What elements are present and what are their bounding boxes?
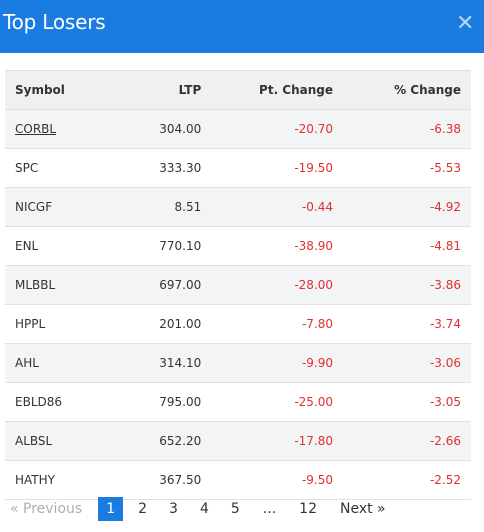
- page-5-button[interactable]: 5: [230, 501, 240, 517]
- ltp-cell: 201.00: [122, 304, 202, 344]
- pt-change-cell: -28.00: [201, 265, 334, 305]
- symbol-link[interactable]: HPPL: [15, 317, 46, 331]
- pct-change-cell: -4.81: [333, 226, 471, 266]
- ltp-cell: 304.00: [122, 109, 202, 149]
- table-row: AHL 314.10 -9.90 -3.06: [5, 343, 471, 383]
- symbol-link[interactable]: NICGF: [15, 200, 53, 214]
- pct-change-cell: -3.86: [333, 265, 471, 305]
- symbol-link[interactable]: ENL: [15, 239, 39, 253]
- top-losers-table: Symbol LTP Pt. Change % Change CORBL 304…: [5, 70, 471, 500]
- page-12-button[interactable]: 12: [299, 501, 317, 517]
- symbol-cell: AHL: [5, 343, 123, 383]
- pt-change-cell: -7.80: [201, 304, 334, 344]
- table-row: HPPL 201.00 -7.80 -3.74: [5, 304, 471, 344]
- table-row: ENL 770.10 -38.90 -4.81: [5, 226, 471, 266]
- column-header-symbol[interactable]: Symbol: [5, 70, 123, 110]
- ltp-cell: 795.00: [122, 382, 202, 422]
- pct-change-cell: -2.52: [333, 460, 471, 500]
- pct-change-cell: -3.06: [333, 343, 471, 383]
- symbol-link[interactable]: SPC: [15, 161, 39, 175]
- symbol-cell: ENL: [5, 226, 123, 266]
- page-2-button[interactable]: 2: [138, 501, 148, 517]
- pt-change-cell: -17.80: [201, 421, 334, 461]
- table-header-row: Symbol LTP Pt. Change % Change: [5, 70, 471, 110]
- symbol-link[interactable]: EBLD86: [15, 395, 63, 409]
- ltp-cell: 8.51: [122, 187, 202, 227]
- ltp-cell: 652.20: [122, 421, 202, 461]
- ltp-cell: 697.00: [122, 265, 202, 305]
- pt-change-cell: -38.90: [201, 226, 334, 266]
- column-header-pt-change[interactable]: Pt. Change: [201, 70, 334, 110]
- table-row: HATHY 367.50 -9.50 -2.52: [5, 460, 471, 500]
- symbol-link[interactable]: HATHY: [15, 473, 55, 487]
- table-row: MLBBL 697.00 -28.00 -3.86: [5, 265, 471, 305]
- ltp-cell: 333.30: [122, 148, 202, 188]
- symbol-cell: CORBL: [5, 109, 123, 149]
- ltp-cell: 770.10: [122, 226, 202, 266]
- symbol-cell: NICGF: [5, 187, 123, 227]
- pt-change-cell: -0.44: [201, 187, 334, 227]
- modal-header: Top Losers ✕: [0, 0, 484, 53]
- pagination-ellipsis: ...: [262, 501, 277, 517]
- symbol-cell: HATHY: [5, 460, 123, 500]
- page-3-button[interactable]: 3: [169, 501, 178, 517]
- previous-page-button[interactable]: « Previous: [10, 501, 83, 517]
- symbol-link[interactable]: ALBSL: [15, 434, 53, 448]
- table-row: SPC 333.30 -19.50 -5.53: [5, 148, 471, 188]
- symbol-link[interactable]: CORBL: [15, 122, 57, 136]
- modal-title: Top Losers: [3, 10, 106, 34]
- pt-change-cell: -9.90: [201, 343, 334, 383]
- symbol-cell: MLBBL: [5, 265, 123, 305]
- pct-change-cell: -2.66: [333, 421, 471, 461]
- table-row: NICGF 8.51 -0.44 -4.92: [5, 187, 471, 227]
- pt-change-cell: -9.50: [201, 460, 334, 500]
- symbol-cell: SPC: [5, 148, 123, 188]
- table-row: ALBSL 652.20 -17.80 -2.66: [5, 421, 471, 461]
- page-1-button[interactable]: 1: [98, 497, 124, 521]
- symbol-cell: EBLD86: [5, 382, 123, 422]
- pt-change-cell: -25.00: [201, 382, 334, 422]
- ltp-cell: 367.50: [122, 460, 202, 500]
- symbol-cell: ALBSL: [5, 421, 123, 461]
- symbol-link[interactable]: MLBBL: [15, 278, 56, 292]
- ltp-cell: 314.10: [122, 343, 202, 383]
- pct-change-cell: -6.38: [333, 109, 471, 149]
- table-row: CORBL 304.00 -20.70 -6.38: [5, 109, 471, 149]
- pct-change-cell: -5.53: [333, 148, 471, 188]
- pagination: « Previous 1 2 3 4 5 ... 12 Next »: [10, 497, 386, 521]
- pct-change-cell: -3.74: [333, 304, 471, 344]
- column-header-ltp[interactable]: LTP: [122, 70, 202, 110]
- next-page-button[interactable]: Next »: [339, 501, 386, 517]
- symbol-cell: HPPL: [5, 304, 123, 344]
- column-header-pct-change[interactable]: % Change: [333, 70, 471, 110]
- symbol-link[interactable]: AHL: [15, 356, 39, 370]
- pct-change-cell: -4.92: [333, 187, 471, 227]
- page-4-button[interactable]: 4: [199, 501, 209, 517]
- pt-change-cell: -19.50: [201, 148, 334, 188]
- pt-change-cell: -20.70: [201, 109, 334, 149]
- pct-change-cell: -3.05: [333, 382, 471, 422]
- close-icon[interactable]: ✕: [456, 11, 475, 36]
- table-row: EBLD86 795.00 -25.00 -3.05: [5, 382, 471, 422]
